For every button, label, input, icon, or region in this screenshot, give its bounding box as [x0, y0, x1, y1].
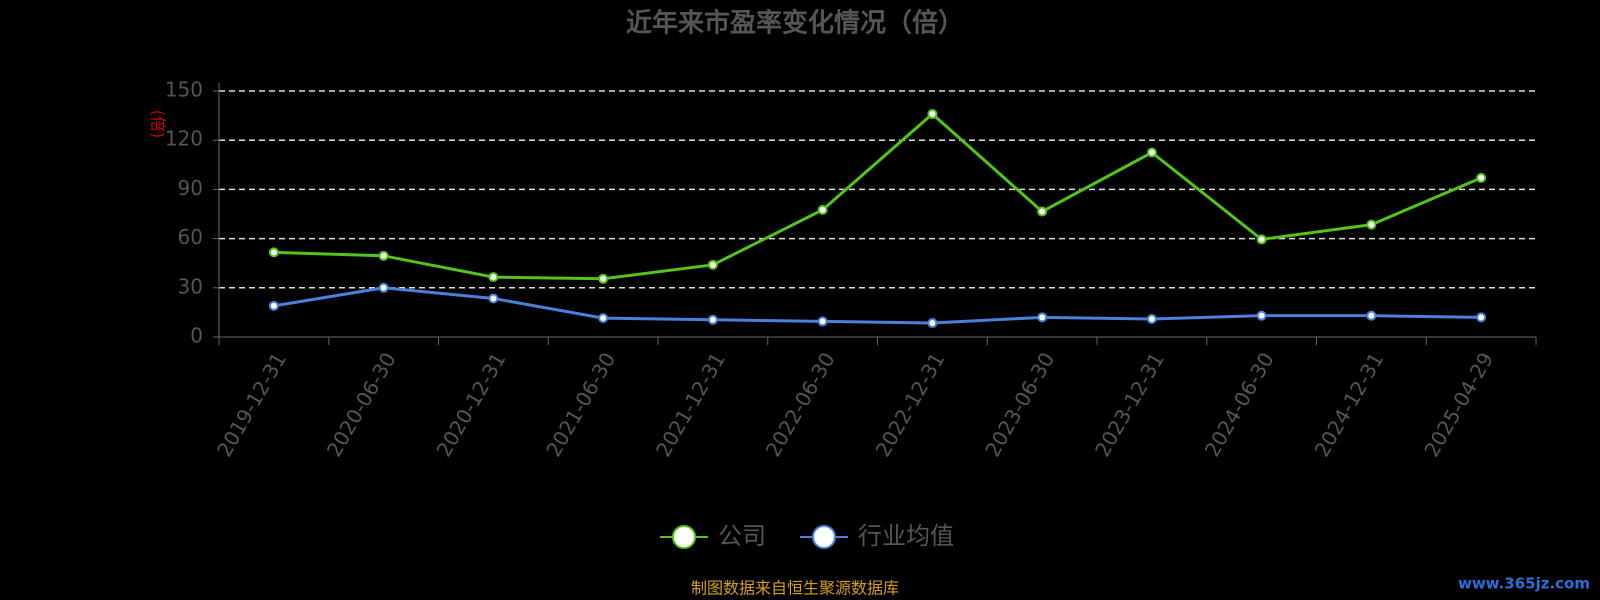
x-tick-label: 2024-12-31	[1310, 348, 1389, 461]
chart-title: 近年来市盈率变化情况（倍）	[626, 8, 964, 39]
legend-label: 公司	[718, 522, 766, 550]
x-tick-label: 2019-12-31	[212, 348, 291, 461]
y-axis-label: (倍)	[149, 110, 168, 139]
data-point	[598, 273, 609, 284]
data-point	[1476, 172, 1487, 183]
legend-symbol	[672, 525, 696, 549]
data-point	[817, 316, 828, 327]
data-point	[1146, 147, 1157, 158]
data-point	[488, 272, 499, 283]
data-point	[1366, 219, 1377, 230]
data-point	[598, 313, 609, 324]
legend-item[interactable]: 行业均值	[800, 522, 954, 550]
data-point	[1366, 310, 1377, 321]
y-tick-label: 120	[165, 127, 203, 151]
data-point	[378, 282, 389, 293]
data-point	[707, 314, 718, 325]
data-point	[1476, 312, 1487, 323]
x-tick-label: 2023-12-31	[1090, 348, 1169, 461]
data-point	[268, 300, 279, 311]
data-point	[817, 204, 828, 215]
y-tick-label: 0	[190, 324, 203, 348]
data-point	[488, 293, 499, 304]
y-tick-label: 60	[178, 225, 203, 249]
legend-item[interactable]: 公司	[660, 522, 766, 550]
data-point	[1037, 206, 1048, 217]
series-line	[273, 111, 1482, 281]
legend-symbol	[812, 525, 836, 549]
data-point	[927, 108, 938, 119]
data-point	[1256, 310, 1267, 321]
x-tick-label: 2020-12-31	[432, 348, 511, 461]
data-point	[1256, 234, 1267, 245]
legend-label: 行业均值	[858, 522, 954, 550]
x-tick-label: 2025-04-29	[1419, 348, 1498, 461]
x-tick-label: 2024-06-30	[1200, 348, 1279, 461]
y-tick-label: 150	[165, 78, 203, 102]
source-note: 制图数据来自恒生聚源数据库	[691, 579, 899, 598]
data-point	[707, 259, 718, 270]
data-point	[927, 318, 938, 329]
x-tick-label: 2022-12-31	[871, 348, 950, 461]
x-tick-label: 2022-06-30	[761, 348, 840, 461]
x-tick-label: 2020-06-30	[322, 348, 401, 461]
x-tick-label: 2021-12-31	[651, 348, 730, 461]
y-tick-label: 30	[178, 274, 203, 298]
watermark: www.365jz.com	[1458, 575, 1590, 593]
series-line	[273, 286, 1482, 325]
data-point	[268, 247, 279, 258]
y-tick-label: 90	[178, 176, 203, 200]
data-point	[378, 250, 389, 261]
data-point	[1146, 313, 1157, 324]
x-tick-label: 2023-06-30	[980, 348, 1059, 461]
data-point	[1037, 312, 1048, 323]
x-tick-label: 2021-06-30	[541, 348, 620, 461]
